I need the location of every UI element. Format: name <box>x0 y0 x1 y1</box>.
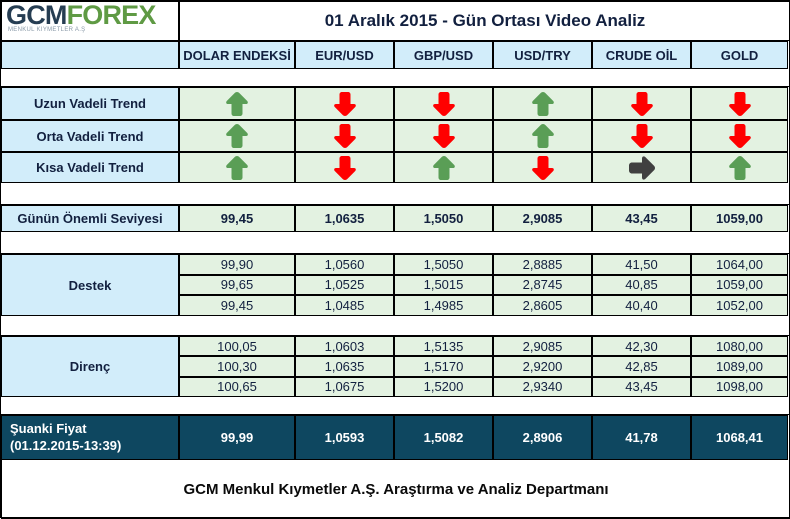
svg-text:GCMFOREX: GCMFOREX <box>6 2 156 30</box>
